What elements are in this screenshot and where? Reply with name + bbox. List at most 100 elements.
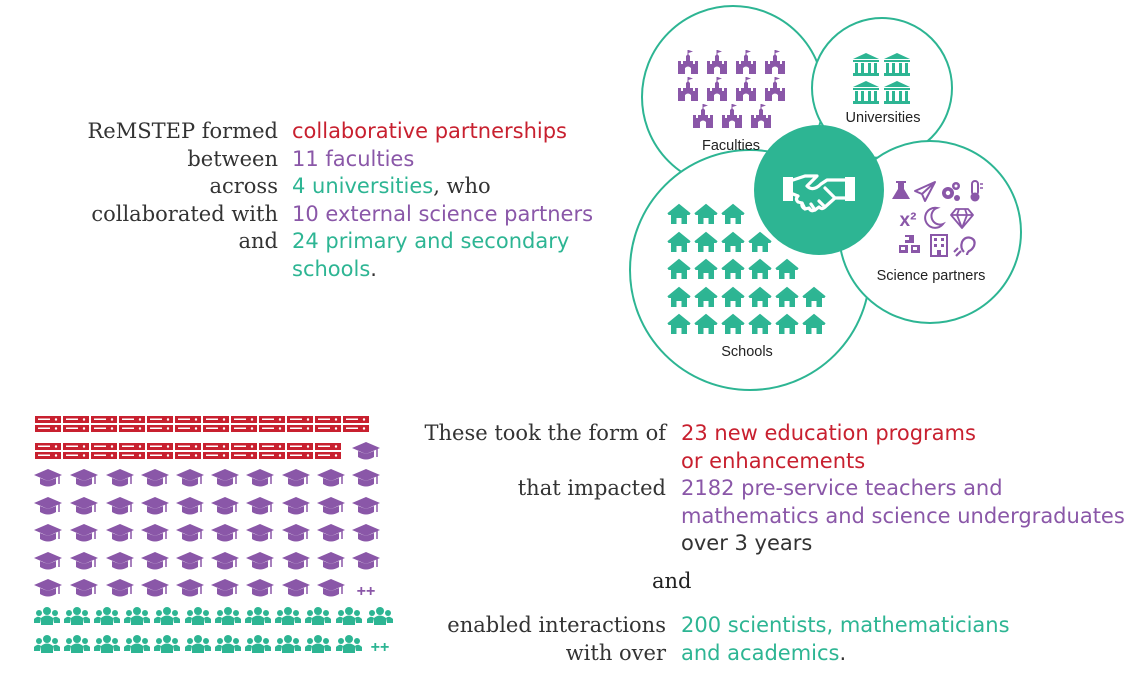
people-group-icon xyxy=(154,635,180,653)
who-text: , who xyxy=(433,174,491,198)
server-icon xyxy=(287,443,313,459)
graduation-cap-icon xyxy=(352,497,380,515)
scientists-more: ++ xyxy=(371,639,390,656)
server-icon xyxy=(175,416,201,432)
graduation-cap-icon xyxy=(246,579,274,597)
graduation-cap-icon xyxy=(211,524,239,542)
server-icon xyxy=(259,416,285,432)
intro-values: collaborative partnerships 11 faculties … xyxy=(292,118,612,283)
graduation-cap-icon xyxy=(176,579,204,597)
people-group-icon xyxy=(245,635,271,653)
intro-period: . xyxy=(370,256,377,281)
people-group-icon xyxy=(185,607,211,625)
graduation-cap-icon xyxy=(317,524,345,542)
graduation-cap-icon xyxy=(106,579,134,597)
impact-values: 23 new education programs or enhancement… xyxy=(681,420,1140,558)
server-icon xyxy=(231,443,257,459)
partner-icons: x² xyxy=(892,180,983,257)
graduation-cap-icon xyxy=(34,524,62,542)
superscript-icon: x² xyxy=(900,210,917,231)
scientists-values: 200 scientists, mathematicians and acade… xyxy=(681,612,1121,667)
graduation-cap-icon xyxy=(141,524,169,542)
impact-pictogram: ++ ++ xyxy=(34,416,393,656)
people-group-icon xyxy=(185,635,211,653)
server-icon xyxy=(147,443,173,459)
impact-labels: These took the form of that impacted xyxy=(410,420,667,503)
graduation-cap-icon xyxy=(141,552,169,570)
handshake-icon xyxy=(783,174,855,213)
server-icon xyxy=(63,443,89,459)
graduation-cap-icon xyxy=(70,497,98,515)
people-group-icon xyxy=(34,607,60,625)
graduation-cap-icon xyxy=(317,469,345,487)
gears-icon xyxy=(942,182,960,201)
schools-text-1: 24 primary and secondary xyxy=(292,229,570,253)
graduation-cap-icon xyxy=(282,469,310,487)
graduation-cap-icon xyxy=(246,552,274,570)
scientists-text-2: and academics xyxy=(681,640,840,665)
graduation-cap-icon xyxy=(141,469,169,487)
graduation-cap-icon xyxy=(34,579,62,597)
people-group-icon xyxy=(94,635,120,653)
schools-text-2: schools xyxy=(292,256,371,281)
label-impacted: that impacted xyxy=(517,476,666,500)
graduation-cap-icon xyxy=(246,469,274,487)
graduation-cap-icon xyxy=(106,497,134,515)
server-icon xyxy=(175,443,201,459)
server-icon xyxy=(91,416,117,432)
server-icon xyxy=(35,443,61,459)
collab-text: collaborative partnerships xyxy=(292,119,567,143)
graduation-cap-icon xyxy=(141,579,169,597)
server-icon xyxy=(147,416,173,432)
people-group-icon xyxy=(336,607,362,625)
paper-plane-icon xyxy=(914,181,936,202)
teachers-text-2: mathematics and science undergraduates xyxy=(681,503,1125,528)
graduation-cap-icon xyxy=(211,579,239,597)
teachers-text-1: 2182 pre-service teachers and xyxy=(681,476,1003,500)
graduation-cap-icon xyxy=(176,469,204,487)
moon-icon xyxy=(924,206,946,229)
graduation-cap-icon xyxy=(352,552,380,570)
intro-label-across: across xyxy=(209,174,278,198)
graduation-cap-icon xyxy=(176,552,204,570)
scientists-text-1: 200 scientists, mathematicians xyxy=(681,613,1010,637)
cubes-icon xyxy=(899,235,920,253)
graduation-cap-icon xyxy=(34,469,62,487)
people-group-icon xyxy=(215,635,241,653)
graduation-cap-icon xyxy=(34,552,62,570)
server-icon xyxy=(315,443,341,459)
scientists-period: . xyxy=(839,640,847,665)
teachers-more: ++ xyxy=(357,583,376,600)
schools-label: Schools xyxy=(721,344,773,360)
faculties-label: Faculties xyxy=(702,138,760,154)
server-icon xyxy=(259,443,285,459)
assistive-listening-icon xyxy=(953,236,976,257)
people-group-icon xyxy=(94,607,120,625)
graduation-cap-icon xyxy=(317,497,345,515)
partnership-diagram: Faculties Universities Schools x² Scienc… xyxy=(629,5,1022,391)
universities-label: Universities xyxy=(846,110,921,126)
graduation-cap-icon xyxy=(352,469,380,487)
universities-text: 4 universities xyxy=(292,174,434,198)
graduation-cap-icon xyxy=(70,524,98,542)
center-circle xyxy=(754,125,884,255)
people-group-icon xyxy=(305,635,331,653)
and-text: and xyxy=(652,569,692,593)
graduation-cap-icon xyxy=(70,552,98,570)
building-icon xyxy=(930,234,948,257)
people-group-icon xyxy=(215,607,241,625)
intro-label-formed: ReMSTEP formed xyxy=(87,119,278,143)
graduation-cap-icon xyxy=(282,524,310,542)
people-group-icon xyxy=(64,635,90,653)
flask-icon xyxy=(892,181,910,199)
server-icon xyxy=(63,416,89,432)
label-form: These took the form of xyxy=(424,421,667,445)
thermometer-icon xyxy=(970,180,983,202)
programs-text-1: 23 new education programs xyxy=(681,421,976,445)
graduation-cap-icon xyxy=(34,497,62,515)
server-icon xyxy=(287,416,313,432)
server-icon xyxy=(119,443,145,459)
graduation-cap-icon xyxy=(317,579,345,597)
people-group-icon xyxy=(367,607,393,625)
graduation-cap-icon xyxy=(70,469,98,487)
